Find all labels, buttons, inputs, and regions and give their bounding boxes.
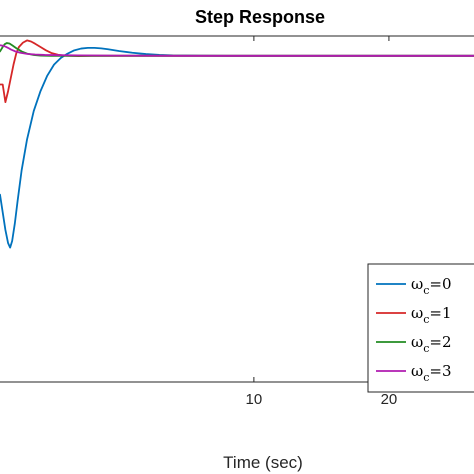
series-layer (0, 39, 474, 249)
legend-label-2: ωc=2 (411, 333, 452, 355)
chart-title: Step Response (195, 7, 325, 27)
legend: ωc=0 ωc=1 ωc=2 ωc=3 (367, 263, 474, 393)
x-axis-label: Time (sec) (223, 453, 303, 472)
series-line-3 (0, 44, 474, 57)
legend-label-0: ωc=0 (411, 275, 452, 297)
legend-label-3: ωc=3 (411, 362, 452, 384)
x-tick-label-0: 10 (246, 391, 263, 408)
legend-label-1: ωc=1 (411, 304, 452, 326)
x-tick-label-1: 20 (381, 391, 398, 408)
